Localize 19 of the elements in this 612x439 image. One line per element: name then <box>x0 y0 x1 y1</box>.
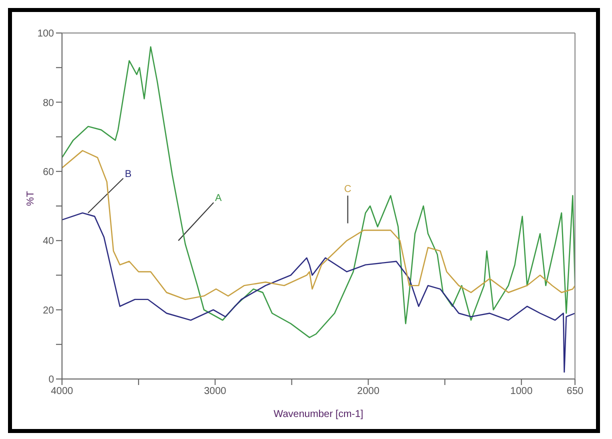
y-tick-label: 60 <box>42 166 54 178</box>
y-axis-title: %T <box>26 191 37 206</box>
y-tick-label: 80 <box>42 98 54 109</box>
text: B <box>124 168 132 180</box>
line-series <box>62 46 575 338</box>
x-tick-label: 4000 <box>50 386 74 398</box>
y-tick-label: 20 <box>42 305 54 316</box>
text: C <box>344 184 352 196</box>
x-tick-label: 650 <box>566 386 584 398</box>
line-series <box>62 212 575 373</box>
text: A <box>215 192 222 204</box>
y-tick-label: 0 <box>48 374 54 386</box>
line-series <box>62 150 575 300</box>
x-tick-label: 2000 <box>357 386 380 398</box>
y-tick-label: 40 <box>42 236 54 248</box>
x-tick-label: 1000 <box>510 386 533 398</box>
x-axis-title: Wavenumber [cm-1] <box>274 409 364 420</box>
y-tick-label: 100 <box>37 28 54 40</box>
x-tick-label: 3000 <box>204 386 227 398</box>
